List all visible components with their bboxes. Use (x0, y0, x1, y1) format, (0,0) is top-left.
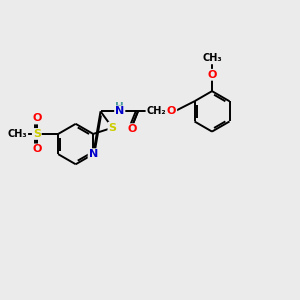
Text: CH₃: CH₃ (8, 129, 27, 139)
Text: S: S (33, 129, 41, 139)
Text: O: O (128, 124, 137, 134)
Text: O: O (167, 106, 176, 116)
Text: N: N (88, 149, 98, 159)
Text: CH₃: CH₃ (202, 53, 222, 63)
Text: O: O (32, 144, 41, 154)
Text: H: H (116, 102, 124, 112)
Text: S: S (108, 123, 116, 133)
Text: O: O (32, 113, 41, 124)
Text: CH₂: CH₂ (146, 106, 166, 116)
Text: N: N (115, 106, 124, 116)
Text: O: O (207, 70, 217, 80)
